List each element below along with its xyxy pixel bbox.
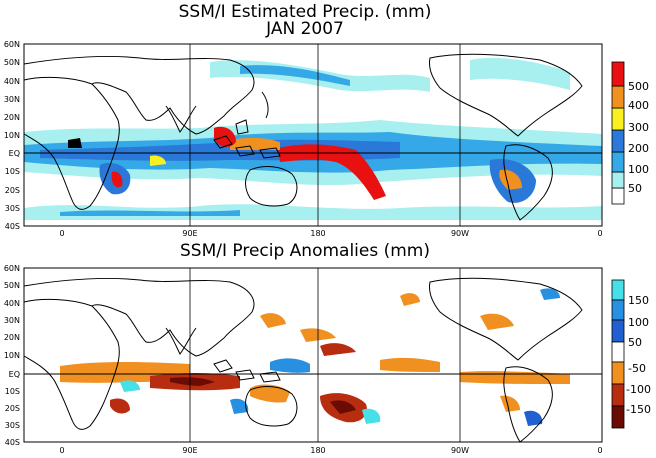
b-lat-tick-20s: 20S (5, 404, 20, 413)
lon-tick-0: 0 (59, 229, 64, 238)
top-lon-ticks: 0 90E 180 90W 0 (59, 229, 602, 238)
b-lon-tick-90e: 90E (182, 446, 197, 455)
top-map (23, 43, 603, 227)
top-cb-label-400: 400 (628, 99, 649, 112)
bottom-cb-label-neg50: -50 (628, 362, 646, 375)
lat-tick-40n: 40N (4, 77, 20, 86)
b-lon-tick-180: 180 (310, 446, 325, 455)
b-lat-tick-10n: 10N (4, 351, 20, 360)
lat-tick-40s: 40S (5, 222, 20, 231)
bottom-cb-label-100: 100 (628, 316, 649, 329)
top-cb-label-50: 50 (628, 182, 642, 195)
bottom-cb-label-50: 50 (628, 336, 642, 349)
top-cb-swatch-3 (611, 129, 625, 153)
bottom-cb-swatch-6 (611, 405, 625, 429)
b-lat-tick-10s: 10S (5, 387, 20, 396)
b-lat-tick-50n: 50N (4, 281, 20, 290)
b-lat-tick-30s: 30S (5, 421, 20, 430)
bottom-cb-swatch-5 (611, 383, 625, 407)
b-lat-tick-30n: 30N (4, 316, 20, 325)
b-lat-tick-eq: EQ (9, 370, 20, 379)
top-cb-swatch-4 (611, 107, 625, 131)
b-lon-tick-0: 0 (59, 446, 64, 455)
top-title-line1: SSM/I Estimated Precip. (mm) (179, 2, 432, 22)
lat-tick-20n: 20N (4, 113, 20, 122)
bottom-lon-ticks: 0 90E 180 90W 0 (59, 446, 602, 455)
b-lat-tick-20n: 20N (4, 333, 20, 342)
top-cb-swatch-2 (611, 151, 625, 173)
lat-tick-30s: 30S (5, 204, 20, 213)
lon-tick-0-east: 0 (597, 229, 602, 238)
bottom-cb-swatch-3 (611, 341, 625, 363)
bottom-cb-swatch-2 (611, 319, 625, 343)
b-lat-tick-40s: 40S (5, 438, 20, 447)
lon-tick-180: 180 (310, 229, 325, 238)
bottom-lat-ticks: 60N 50N 40N 30N 20N 10N EQ 10S 20S 30S 4… (4, 264, 20, 447)
b-lat-tick-40n: 40N (4, 299, 20, 308)
bottom-cb-label-neg100: -100 (626, 383, 651, 396)
bottom-cb-swatch-4 (611, 361, 625, 385)
top-cb-swatch-1 (611, 171, 625, 189)
top-cb-swatch-6 (611, 61, 625, 87)
bottom-title: SSM/I Precip Anomalies (mm) (180, 241, 430, 261)
bottom-cb-swatch-1 (611, 299, 625, 321)
top-cb-swatch-5 (611, 85, 625, 109)
top-cb-label-300: 300 (628, 121, 649, 134)
lat-tick-20s: 20S (5, 186, 20, 195)
bottom-map (23, 267, 603, 443)
bottom-cb-label-neg150: -150 (626, 403, 651, 416)
top-title-line2: JAN 2007 (265, 19, 344, 39)
top-cb-swatch-0 (611, 187, 625, 205)
bottom-coastlines (23, 277, 583, 443)
b-lon-tick-90w: 90W (451, 446, 469, 455)
lat-tick-10s: 10S (5, 167, 20, 176)
lon-tick-90e: 90E (182, 229, 197, 238)
bottom-cb-swatch-0 (611, 279, 625, 301)
b-lat-tick-60n: 60N (4, 264, 20, 273)
lat-tick-eq: EQ (9, 149, 20, 158)
bottom-cb-label-150: 150 (628, 294, 649, 307)
top-cb-label-100: 100 (628, 163, 649, 176)
top-cb-label-500: 500 (628, 80, 649, 93)
top-coastlines (23, 53, 583, 221)
top-colorbar: 50 100 200 300 400 500 (611, 61, 649, 205)
lat-tick-30n: 30N (4, 95, 20, 104)
top-cb-label-200: 200 (628, 142, 649, 155)
bottom-colorbar: 150 100 50 -50 -100 -150 (611, 279, 651, 429)
top-lat-ticks: 60N 50N 40N 30N 20N 10N EQ 10S 20S 30S 4… (4, 40, 20, 231)
b-lon-tick-0-east: 0 (597, 446, 602, 455)
lat-tick-50n: 50N (4, 58, 20, 67)
lat-tick-10n: 10N (4, 131, 20, 140)
lat-tick-60n: 60N (4, 40, 20, 49)
lon-tick-90w: 90W (451, 229, 469, 238)
